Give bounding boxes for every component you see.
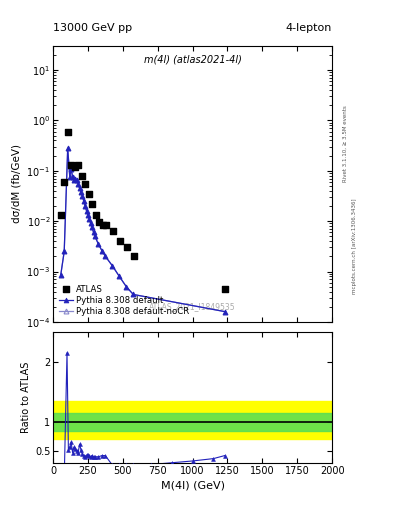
- Pythia 8.308 default-noCR: [124, 284, 129, 290]
- Pythia 8.308 default-noCR: [69, 166, 73, 172]
- Pythia 8.308 default: [79, 189, 83, 195]
- ATLAS: [131, 252, 137, 261]
- Pythia 8.308 default-noCR: [73, 176, 78, 182]
- ATLAS: [99, 221, 106, 229]
- Pythia 8.308 default-noCR: [86, 212, 90, 219]
- Pythia 8.308 default: [93, 233, 97, 240]
- Pythia 8.308 default: [103, 253, 108, 260]
- Pythia 8.308 default-noCR: [222, 309, 227, 315]
- Text: ATLAS_2021_I1849535: ATLAS_2021_I1849535: [149, 302, 236, 311]
- Pythia 8.308 default: [131, 291, 136, 297]
- Pythia 8.308 default-noCR: [81, 198, 86, 204]
- Line: Pythia 8.308 default-noCR: Pythia 8.308 default-noCR: [58, 146, 227, 314]
- Pythia 8.308 default: [77, 185, 82, 191]
- Pythia 8.308 default-noCR: [77, 185, 82, 191]
- ATLAS: [103, 221, 109, 229]
- Text: 13000 GeV pp: 13000 GeV pp: [53, 23, 132, 33]
- Text: 4-lepton: 4-lepton: [286, 23, 332, 33]
- Pythia 8.308 default-noCR: [84, 208, 89, 214]
- ATLAS: [58, 211, 64, 220]
- Pythia 8.308 default-noCR: [110, 263, 115, 269]
- ATLAS: [82, 180, 88, 188]
- Pythia 8.308 default: [74, 177, 79, 183]
- Pythia 8.308 default: [80, 193, 85, 199]
- Pythia 8.308 default-noCR: [103, 253, 108, 260]
- Pythia 8.308 default: [110, 263, 115, 269]
- ATLAS: [79, 172, 85, 180]
- Text: mcplots.cern.ch [arXiv:1306.3436]: mcplots.cern.ch [arXiv:1306.3436]: [352, 198, 357, 293]
- Pythia 8.308 default: [86, 212, 90, 219]
- Pythia 8.308 default: [62, 248, 66, 254]
- ATLAS: [89, 200, 95, 208]
- ATLAS: [110, 226, 116, 234]
- Legend: ATLAS, Pythia 8.308 default, Pythia 8.308 default-noCR: ATLAS, Pythia 8.308 default, Pythia 8.30…: [57, 283, 191, 317]
- Pythia 8.308 default: [81, 198, 86, 204]
- Pythia 8.308 default: [222, 309, 227, 315]
- Pythia 8.308 default: [84, 208, 89, 214]
- Pythia 8.308 default-noCR: [83, 203, 88, 209]
- Pythia 8.308 default-noCR: [117, 273, 122, 280]
- ATLAS: [61, 178, 67, 186]
- Pythia 8.308 default-noCR: [91, 229, 96, 236]
- ATLAS: [92, 211, 99, 220]
- X-axis label: M(4l) (GeV): M(4l) (GeV): [161, 480, 224, 490]
- Text: m(4l) (atlas2021-4l): m(4l) (atlas2021-4l): [143, 54, 242, 65]
- Pythia 8.308 default: [59, 272, 63, 278]
- Pythia 8.308 default: [124, 284, 129, 290]
- Pythia 8.308 default: [65, 145, 70, 152]
- Pythia 8.308 default-noCR: [90, 224, 94, 230]
- Pythia 8.308 default-noCR: [72, 177, 76, 183]
- Line: Pythia 8.308 default: Pythia 8.308 default: [58, 146, 227, 314]
- Pythia 8.308 default-noCR: [87, 216, 92, 222]
- Pythia 8.308 default-noCR: [65, 145, 70, 152]
- Pythia 8.308 default-noCR: [68, 174, 72, 180]
- Pythia 8.308 default: [83, 203, 88, 209]
- Y-axis label: dσ/dM (fb/GeV): dσ/dM (fb/GeV): [12, 144, 22, 223]
- Pythia 8.308 default: [96, 241, 101, 247]
- Pythia 8.308 default: [88, 220, 93, 226]
- ATLAS: [75, 161, 81, 169]
- Pythia 8.308 default-noCR: [96, 241, 101, 247]
- Y-axis label: Ratio to ATLAS: Ratio to ATLAS: [21, 362, 31, 433]
- Pythia 8.308 default: [68, 174, 72, 180]
- Pythia 8.308 default-noCR: [76, 181, 81, 187]
- Pythia 8.308 default: [91, 229, 96, 236]
- Pythia 8.308 default-noCR: [70, 174, 75, 180]
- Pythia 8.308 default: [73, 176, 78, 182]
- ATLAS: [86, 189, 92, 198]
- Pythia 8.308 default: [72, 177, 76, 183]
- Pythia 8.308 default: [70, 174, 75, 180]
- Pythia 8.308 default: [69, 166, 73, 172]
- Text: Rivet 3.1.10, ≥ 3.5M events: Rivet 3.1.10, ≥ 3.5M events: [343, 105, 348, 182]
- Pythia 8.308 default-noCR: [88, 220, 93, 226]
- Pythia 8.308 default-noCR: [74, 177, 79, 183]
- ATLAS: [68, 161, 74, 169]
- Pythia 8.308 default-noCR: [99, 247, 104, 253]
- Pythia 8.308 default-noCR: [62, 248, 66, 254]
- Pythia 8.308 default-noCR: [80, 193, 85, 199]
- Pythia 8.308 default-noCR: [131, 291, 136, 297]
- ATLAS: [96, 218, 102, 226]
- Pythia 8.308 default: [117, 273, 122, 280]
- Pythia 8.308 default: [90, 224, 94, 230]
- Pythia 8.308 default: [87, 216, 92, 222]
- ATLAS: [117, 237, 123, 245]
- ATLAS: [72, 163, 78, 171]
- Pythia 8.308 default-noCR: [59, 272, 63, 278]
- Pythia 8.308 default-noCR: [79, 189, 83, 195]
- ATLAS: [222, 285, 228, 293]
- ATLAS: [64, 127, 71, 136]
- Pythia 8.308 default: [99, 247, 104, 253]
- Pythia 8.308 default-noCR: [93, 233, 97, 240]
- Pythia 8.308 default: [76, 181, 81, 187]
- ATLAS: [124, 243, 130, 251]
